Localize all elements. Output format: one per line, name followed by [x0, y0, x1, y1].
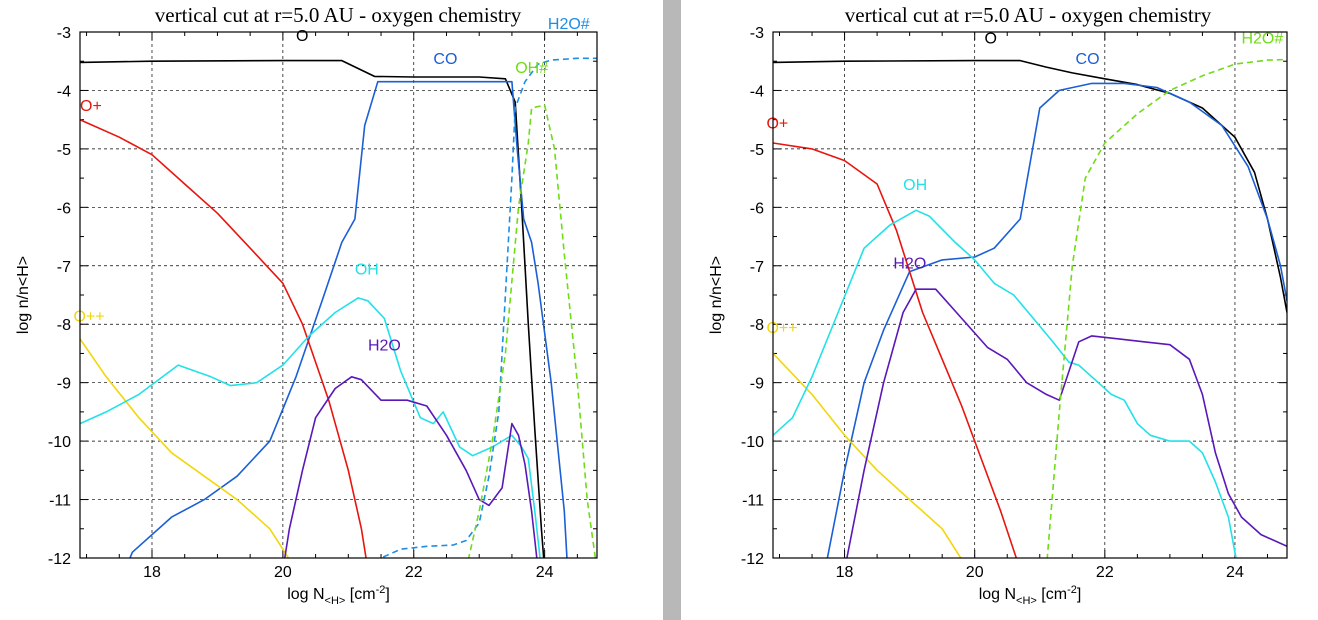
- series-line-h2o: [846, 288, 1287, 558]
- y-tick-label: -4: [57, 83, 71, 100]
- x-tick-label: 20: [966, 564, 984, 581]
- series-label: O++: [73, 308, 104, 325]
- plot-frame: [772, 31, 1288, 559]
- chart-title: vertical cut at r=5.0 AU - oxygen chemis…: [845, 3, 1212, 27]
- series-line-oplusplus: [80, 338, 290, 558]
- y-tick-label: -4: [750, 83, 764, 100]
- series-label: OH: [903, 177, 927, 194]
- series-label: OH#: [515, 60, 548, 77]
- series-label: H2O: [368, 338, 401, 355]
- y-tick-label: -10: [741, 434, 764, 451]
- x-tick-label: 24: [536, 564, 554, 581]
- series-line-h2o: [283, 375, 538, 558]
- series-line-oh: [773, 209, 1237, 558]
- y-tick-label: -6: [750, 200, 764, 217]
- series-label: O+: [766, 115, 788, 132]
- x-tick-label: 22: [1096, 564, 1114, 581]
- series-label: H2O#: [548, 16, 590, 33]
- x-tick-label: 18: [836, 564, 854, 581]
- x-tick-label: 24: [1226, 564, 1244, 581]
- y-tick-label: -5: [57, 142, 71, 159]
- series-line-ohice: [467, 104, 597, 558]
- y-tick-label: -7: [57, 259, 71, 276]
- series-label: H2O#: [1241, 31, 1283, 48]
- series-line-oplus: [773, 142, 1018, 558]
- y-tick-label: -3: [57, 25, 71, 42]
- y-tick-label: -7: [750, 259, 764, 276]
- series-label: CO: [433, 51, 457, 68]
- y-tick-label: -11: [49, 493, 71, 510]
- y-tick-label: -10: [48, 434, 71, 451]
- y-axis-label: log n/n<H>: [708, 256, 725, 334]
- series-line-o: [80, 59, 545, 558]
- chart-right: vertical cut at r=5.0 AU - oxygen chemis…: [708, 3, 1288, 607]
- series-line-o: [773, 59, 1287, 313]
- series-line-co: [129, 80, 568, 558]
- series-line-oplusplus: [773, 352, 962, 558]
- series-line-oh: [80, 297, 541, 558]
- y-tick-label: -11: [742, 493, 764, 510]
- y-tick-label: -12: [741, 551, 764, 568]
- x-tick-label: 18: [143, 564, 161, 581]
- series-line-co: [826, 82, 1287, 558]
- y-tick-label: -12: [48, 551, 71, 568]
- series-line-h2oice: [379, 57, 597, 558]
- series-label: CO: [1076, 51, 1100, 68]
- chart-title: vertical cut at r=5.0 AU - oxygen chemis…: [155, 3, 522, 27]
- series-label: H2O: [893, 256, 926, 273]
- x-axis-label: log N<H> [cm-2]: [979, 584, 1082, 607]
- series-line-oplus: [80, 118, 367, 558]
- series-label: O: [984, 31, 996, 48]
- y-tick-label: -5: [750, 142, 764, 159]
- panel-divider[interactable]: [663, 0, 681, 620]
- chart-left: vertical cut at r=5.0 AU - oxygen chemis…: [15, 3, 598, 607]
- y-tick-label: -9: [57, 376, 71, 393]
- y-tick-label: -6: [57, 200, 71, 217]
- y-tick-label: -8: [750, 317, 764, 334]
- x-tick-label: 22: [405, 564, 423, 581]
- series-label: OH: [355, 262, 379, 279]
- x-tick-label: 20: [274, 564, 292, 581]
- series-label: O: [296, 28, 308, 45]
- series-label: O+: [80, 98, 102, 115]
- y-tick-label: -8: [57, 317, 71, 334]
- y-tick-label: -9: [750, 376, 764, 393]
- y-axis-label: log n/n<H>: [15, 256, 32, 334]
- x-axis-label: log N<H> [cm-2]: [287, 584, 390, 607]
- series-label: O++: [766, 320, 797, 337]
- plot-frame: [79, 31, 598, 559]
- series-line-h2oice: [1046, 58, 1287, 558]
- y-tick-label: -3: [750, 25, 764, 42]
